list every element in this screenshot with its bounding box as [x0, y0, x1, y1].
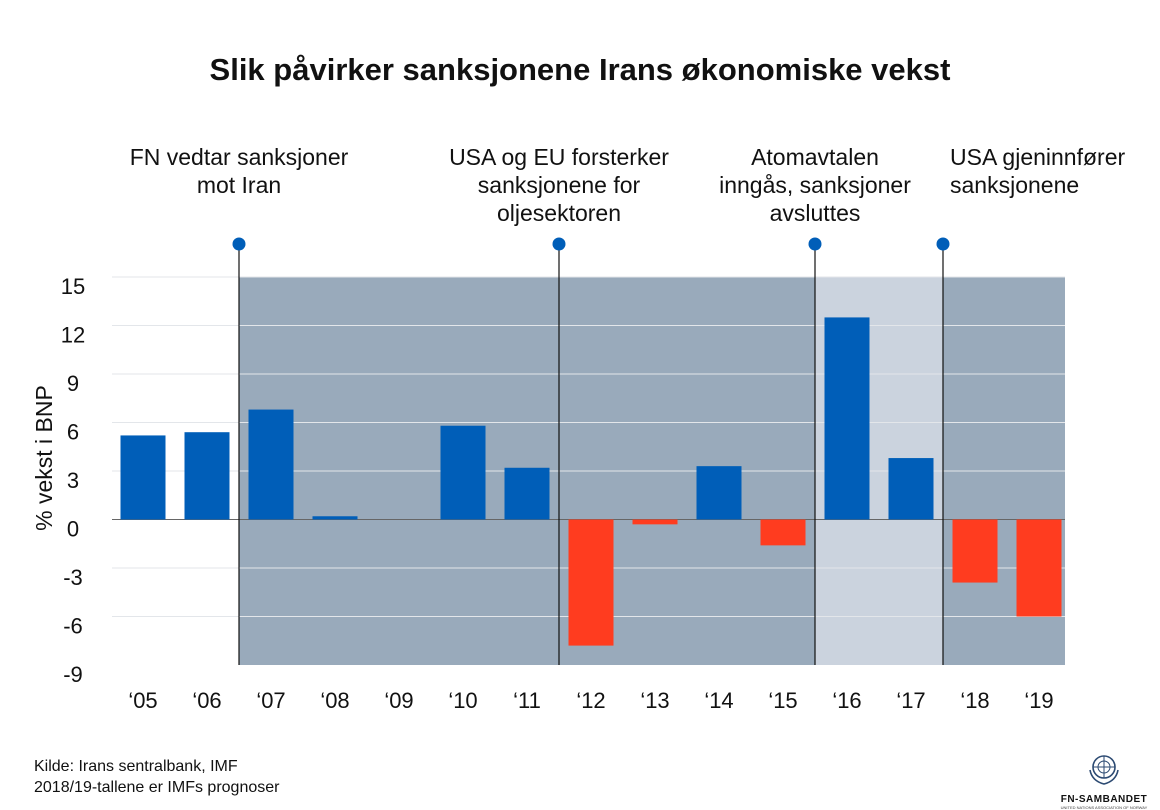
- x-tick-label: ‘16: [832, 688, 861, 713]
- un-emblem-icon: [1089, 755, 1119, 785]
- x-tick-label: ‘06: [192, 688, 221, 713]
- y-tick-label: 15: [61, 274, 85, 299]
- x-tick-label: ‘13: [640, 688, 669, 713]
- bar-13: [632, 519, 678, 525]
- event-label-line: oljesektoren: [496, 200, 622, 226]
- y-tick-label: 6: [67, 420, 79, 445]
- forecast-note: 2018/19-tallene er IMFs prognoser: [34, 779, 280, 796]
- event-label-line: sanksjonene for: [477, 172, 641, 198]
- org-name: FN-SAMBANDET: [1060, 794, 1148, 805]
- y-tick-label: -6: [63, 614, 83, 639]
- x-tick-label: ‘19: [1024, 688, 1053, 713]
- bar-18: [952, 519, 998, 583]
- bar-12: [568, 519, 614, 646]
- y-tick-label: 9: [67, 371, 79, 396]
- bar-17: [888, 458, 934, 520]
- chart-title: Slik påvirker sanksjonene Irans økonomis…: [209, 52, 951, 87]
- x-tick-label: ‘10: [448, 688, 477, 713]
- event-label: USA og EU forsterker sanksjonene for oljes…: [414, 143, 704, 227]
- event-label-line: USA gjeninnfører: [950, 144, 1126, 170]
- y-tick-label: 12: [61, 323, 85, 348]
- x-tick-label: ‘08: [320, 688, 349, 713]
- bar-15: [760, 519, 806, 546]
- x-tick-label: ‘09: [384, 688, 413, 713]
- y-tick-label: 0: [67, 517, 79, 542]
- y-tick-label: -9: [63, 662, 83, 687]
- x-tick-label: ‘18: [960, 688, 989, 713]
- bar-07: [248, 409, 294, 520]
- bar-05: [120, 435, 166, 520]
- bar-11: [504, 467, 550, 520]
- event-label: USA gjeninnfører sanksjonene: [878, 143, 1148, 199]
- event-dot: [552, 237, 566, 251]
- org-subtitle: UNITED NATIONS ASSOCIATION OF NORWAY: [1060, 805, 1148, 810]
- event-label-line: mot Iran: [196, 172, 282, 198]
- x-tick-label: ‘07: [256, 688, 285, 713]
- event-label-line: sanksjonene: [950, 172, 1080, 198]
- x-tick-label: ‘05: [128, 688, 157, 713]
- y-tick-label: -3: [63, 565, 83, 590]
- y-tick-label: 3: [67, 468, 79, 493]
- event-dot: [936, 237, 950, 251]
- event-label-line: Atomavtalen: [751, 144, 879, 170]
- event-dot: [232, 237, 246, 251]
- x-tick-label: ‘12: [576, 688, 605, 713]
- bar-14: [696, 466, 742, 520]
- event-label: FN vedtar sanksjoner mot Iran: [94, 143, 384, 199]
- y-axis-label: % vekst i BNP: [31, 385, 57, 531]
- bar-10: [440, 425, 486, 520]
- x-tick-label: ‘14: [704, 688, 733, 713]
- event-label-line: avsluttes: [769, 200, 861, 226]
- event-label-line: inngås, sanksjoner: [719, 172, 911, 198]
- source-note: Kilde: Irans sentralbank, IMF: [34, 758, 238, 775]
- x-tick-label: ‘17: [896, 688, 925, 713]
- event-label-line: USA og EU forsterker: [449, 144, 669, 170]
- org-logo: FN-SAMBANDET UNITED NATIONS ASSOCIATION …: [1056, 748, 1152, 810]
- bar-08: [312, 516, 358, 520]
- x-tick-label: ‘15: [768, 688, 797, 713]
- bar-19: [1016, 519, 1062, 617]
- event-label-line: FN vedtar sanksjoner: [129, 144, 349, 170]
- bar-16: [824, 317, 870, 520]
- event-label: Atomavtalen inngås, sanksjoner avsluttes: [670, 143, 960, 227]
- x-tick-label: ‘11: [513, 688, 541, 713]
- event-dot: [808, 237, 822, 251]
- bar-06: [184, 432, 230, 520]
